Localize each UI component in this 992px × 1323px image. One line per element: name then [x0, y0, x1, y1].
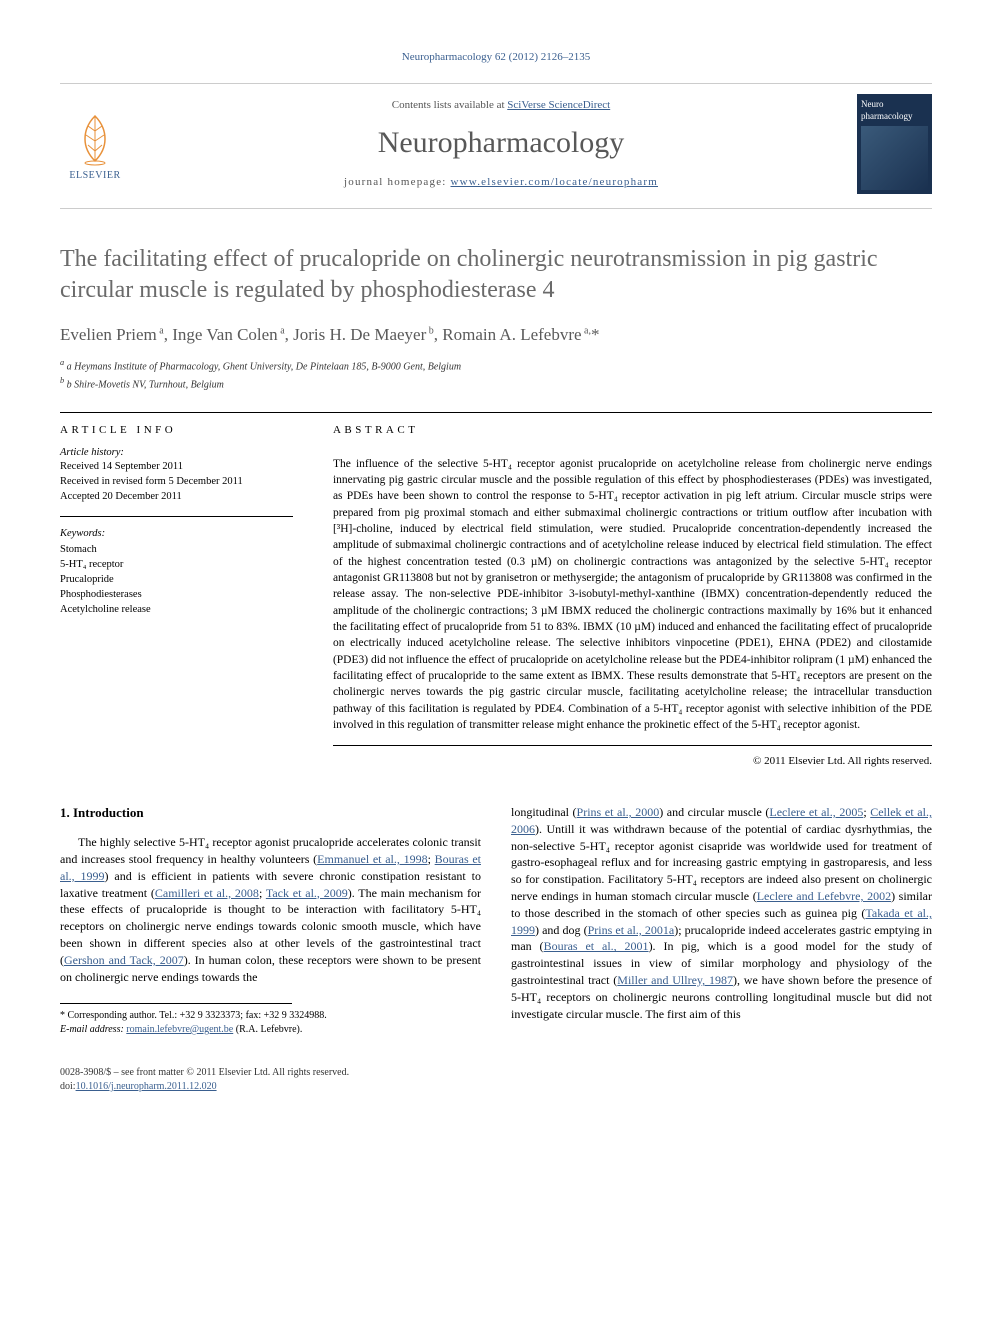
- journal-name: Neuropharmacology: [155, 123, 847, 164]
- corresponding-author-footnote: * Corresponding author. Tel.: +32 9 3323…: [60, 1009, 481, 1036]
- header-citation: Neuropharmacology 62 (2012) 2126–2135: [60, 50, 932, 65]
- col2-text-2: ) and circular muscle (: [659, 805, 769, 819]
- author-1-aff: a: [157, 326, 164, 337]
- abstract-copyright: © 2011 Elsevier Ltd. All rights reserved…: [333, 754, 932, 769]
- author-3: Joris H. De Maeyer: [293, 325, 426, 344]
- elsevier-tree-icon: [70, 111, 120, 166]
- ref-camilleri-2008[interactable]: Camilleri et al., 2008: [155, 886, 259, 900]
- col2-text-1: longitudinal (: [511, 805, 577, 819]
- cover-title: Neuro pharmacology: [861, 98, 928, 122]
- article-body: 1. Introduction The highly selective 5-H…: [60, 804, 932, 1036]
- email-label: E-mail address:: [60, 1024, 126, 1035]
- introduction-heading: 1. Introduction: [60, 804, 481, 822]
- author-list: Evelien Priem a, Inge Van Colen a, Joris…: [60, 324, 932, 347]
- keywords-label: Keywords:: [60, 527, 293, 541]
- sciencedirect-link[interactable]: SciVerse ScienceDirect: [507, 99, 610, 111]
- corresponding-marker: *: [591, 325, 600, 344]
- keyword-5: Acetylcholine release: [60, 602, 293, 617]
- journal-homepage-link[interactable]: www.elsevier.com/locate/neuropharm: [451, 176, 658, 188]
- footnote-separator: [60, 1003, 292, 1004]
- ref-bouras-2001[interactable]: Bouras et al., 2001: [544, 939, 649, 953]
- col2-text-5: ) and dog (: [535, 923, 588, 937]
- homepage-prefix: journal homepage:: [344, 176, 451, 188]
- body-column-right: longitudinal (Prins et al., 2000) and ci…: [511, 804, 932, 1036]
- revised-date: Received in revised form 5 December 2011: [60, 475, 293, 490]
- affiliations: a a Heymans Institute of Pharmacology, G…: [60, 357, 932, 392]
- ref-gershon-2007[interactable]: Gershon and Tack, 2007: [64, 953, 184, 967]
- ref-tack-2009[interactable]: Tack et al., 2009: [266, 886, 348, 900]
- affiliation-a-text: a Heymans Institute of Pharmacology, Ghe…: [67, 361, 461, 372]
- ref-leclere-2005[interactable]: Leclere et al., 2005: [769, 805, 863, 819]
- journal-homepage-line: journal homepage: www.elsevier.com/locat…: [155, 175, 847, 190]
- doi-link[interactable]: 10.1016/j.neuropharm.2011.12.020: [76, 1081, 217, 1092]
- cover-image-icon: [861, 126, 928, 190]
- article-history: Article history: Received 14 September 2…: [60, 446, 293, 518]
- ref-prins-2001a[interactable]: Prins et al., 2001a: [588, 923, 675, 937]
- author-3-aff: b: [426, 326, 434, 337]
- author-1: Evelien Priem: [60, 325, 157, 344]
- abstract-text: The influence of the selective 5-HT₄ rec…: [333, 446, 932, 747]
- ref-miller-1987[interactable]: Miller and Ullrey, 1987: [617, 973, 733, 987]
- received-date: Received 14 September 2011: [60, 460, 293, 475]
- email-suffix: (R.A. Lefebvre).: [233, 1024, 302, 1035]
- history-label: Article history:: [60, 446, 293, 461]
- corr-author-contact: * Corresponding author. Tel.: +32 9 3323…: [60, 1009, 481, 1023]
- front-matter-line: 0028-3908/$ – see front matter © 2011 El…: [60, 1066, 349, 1080]
- affiliation-b-text: b Shire-Movetis NV, Turnhout, Belgium: [67, 379, 224, 390]
- affiliation-b: b b Shire-Movetis NV, Turnhout, Belgium: [60, 375, 932, 392]
- ref-emmanuel-1998[interactable]: Emmanuel et al., 1998: [317, 852, 427, 866]
- article-title: The facilitating effect of prucalopride …: [60, 244, 932, 306]
- abstract-heading: ABSTRACT: [333, 413, 932, 446]
- keyword-1: Stomach: [60, 542, 293, 557]
- sep: ;: [428, 852, 435, 866]
- intro-paragraph-1: The highly selective 5-HT₄ receptor agon…: [60, 834, 481, 985]
- journal-masthead: ELSEVIER Contents lists available at Sci…: [60, 83, 932, 209]
- author-2-aff: a: [278, 326, 285, 337]
- sep: ;: [259, 886, 266, 900]
- corr-email-link[interactable]: romain.lefebvre@ugent.be: [126, 1024, 233, 1035]
- affiliation-a: a a Heymans Institute of Pharmacology, G…: [60, 357, 932, 374]
- publisher-name: ELSEVIER: [69, 169, 120, 183]
- corr-author-email-line: E-mail address: romain.lefebvre@ugent.be…: [60, 1023, 481, 1037]
- contents-prefix: Contents lists available at: [392, 99, 507, 111]
- footer-left: 0028-3908/$ – see front matter © 2011 El…: [60, 1066, 349, 1093]
- page-footer: 0028-3908/$ – see front matter © 2011 El…: [60, 1066, 932, 1093]
- author-4-aff: a,: [582, 326, 591, 337]
- keyword-2: 5-HT₄ receptor: [60, 557, 293, 572]
- body-column-left: 1. Introduction The highly selective 5-H…: [60, 804, 481, 1036]
- doi-line: doi:10.1016/j.neuropharm.2011.12.020: [60, 1080, 349, 1094]
- author-2: Inge Van Colen: [172, 325, 277, 344]
- keyword-4: Phosphodiesterases: [60, 587, 293, 602]
- doi-prefix: doi:: [60, 1081, 76, 1092]
- article-info-heading: ARTICLE INFO: [60, 413, 293, 446]
- keyword-3: Prucalopride: [60, 572, 293, 587]
- accepted-date: Accepted 20 December 2011: [60, 490, 293, 505]
- ref-prins-2000[interactable]: Prins et al., 2000: [577, 805, 660, 819]
- journal-cover-thumbnail: Neuro pharmacology: [857, 94, 932, 194]
- intro-paragraph-1-cont: longitudinal (Prins et al., 2000) and ci…: [511, 804, 932, 1022]
- author-4: Romain A. Lefebvre: [442, 325, 581, 344]
- elsevier-logo: ELSEVIER: [60, 105, 130, 183]
- contents-lists-line: Contents lists available at SciVerse Sci…: [155, 98, 847, 113]
- keywords-list: Stomach 5-HT₄ receptor Prucalopride Phos…: [60, 542, 293, 618]
- ref-leclere-2002[interactable]: Leclere and Lefebvre, 2002: [757, 889, 891, 903]
